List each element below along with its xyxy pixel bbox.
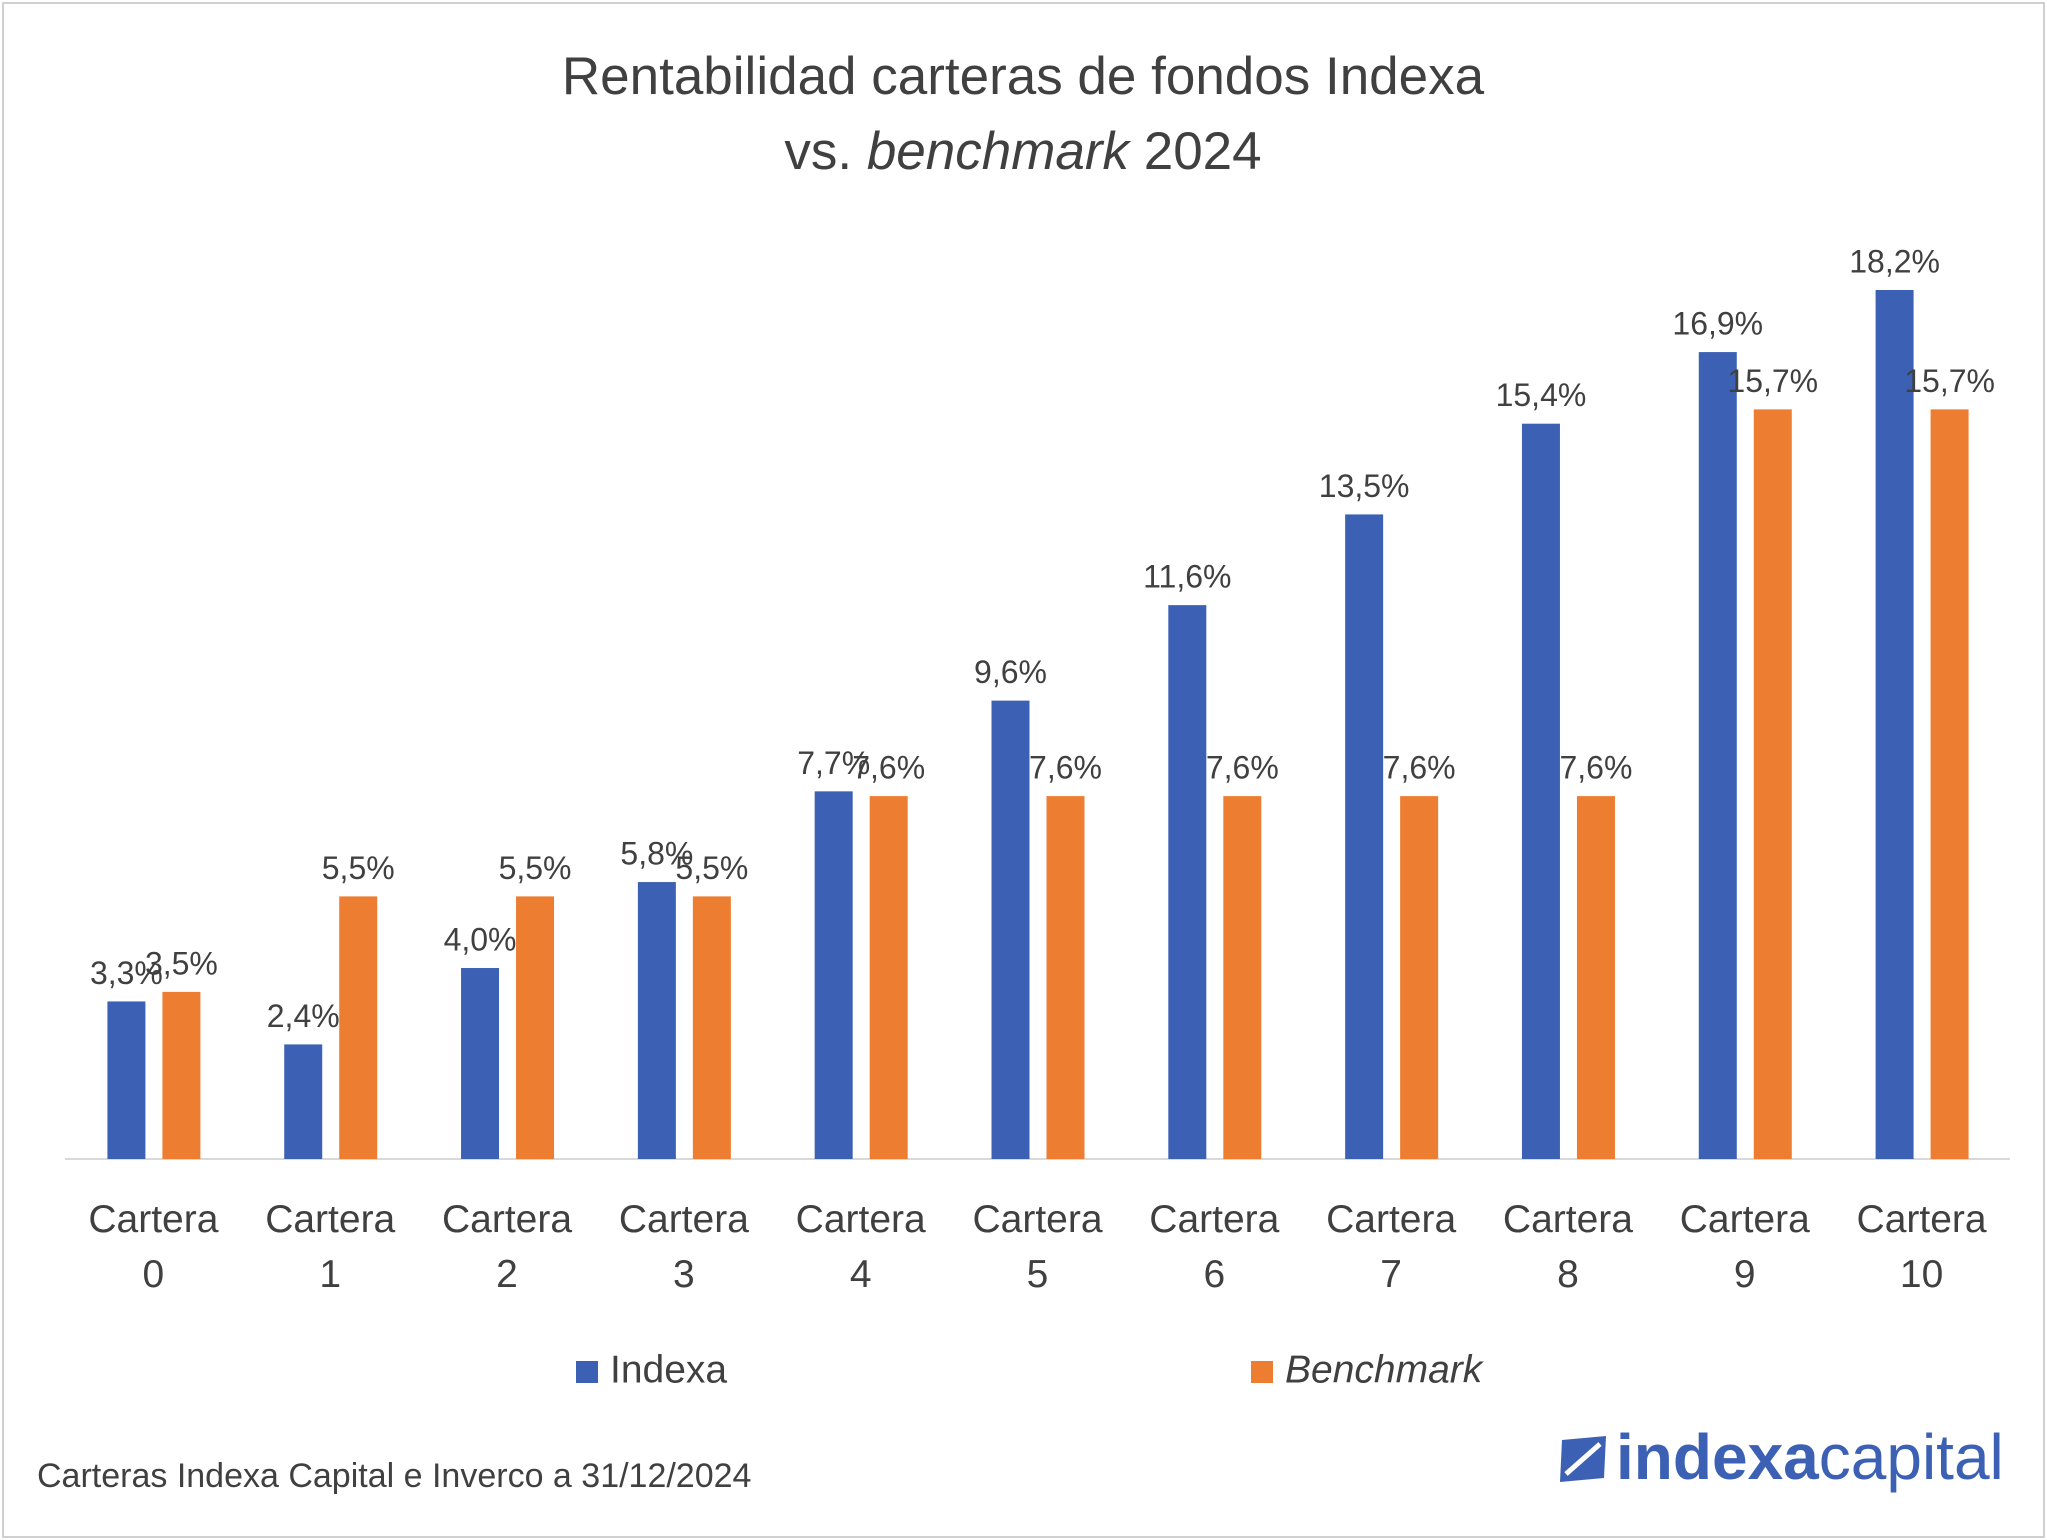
x-tick-label: Cartera 10 <box>1856 1198 1987 1296</box>
bar <box>1930 409 1969 1159</box>
bar <box>107 1001 146 1159</box>
logo-part: capital <box>1819 1421 2004 1493</box>
bar <box>1875 290 1914 1159</box>
logo: indexacapital <box>1560 1421 2004 1493</box>
data-label: 7,7% <box>797 745 870 781</box>
logo-text: indexacapital <box>1616 1421 2004 1493</box>
data-label: 7,6% <box>1383 750 1456 786</box>
data-label: 5,5% <box>499 850 572 886</box>
legend-swatch <box>576 1361 598 1383</box>
data-label: 7,6% <box>1029 750 1102 786</box>
bar <box>637 882 676 1159</box>
x-tick-label: Cartera 9 <box>1679 1198 1810 1296</box>
data-label: 5,8% <box>620 836 693 872</box>
bar <box>1576 796 1615 1159</box>
logo-icon <box>1564 1442 1602 1476</box>
x-tick-label: Cartera 7 <box>1326 1198 1457 1296</box>
data-label: 15,7% <box>1904 363 1995 399</box>
data-label: 7,6% <box>852 750 925 786</box>
legend-swatch <box>1251 1361 1273 1383</box>
bar <box>339 896 378 1159</box>
title-part: vs. <box>784 122 852 181</box>
data-label: 7,6% <box>1206 750 1279 786</box>
bar <box>1046 796 1085 1159</box>
data-label: 15,4% <box>1496 377 1587 413</box>
data-label: 3,3% <box>90 955 163 991</box>
x-tick-label: Cartera 3 <box>618 1198 749 1296</box>
data-label: 15,7% <box>1727 363 1818 399</box>
legend-label: Benchmark <box>1285 1348 1485 1391</box>
bar <box>991 700 1030 1159</box>
bar <box>1698 352 1737 1160</box>
bar <box>1223 796 1262 1159</box>
x-tick-label: Cartera 5 <box>972 1198 1103 1296</box>
data-label: 7,6% <box>1559 750 1632 786</box>
x-tick-label: Cartera 0 <box>88 1198 219 1296</box>
x-tick-label: Cartera 2 <box>442 1198 573 1296</box>
data-label: 16,9% <box>1672 306 1763 342</box>
data-label: 11,6% <box>1143 559 1231 595</box>
legend-label: Indexa <box>610 1348 727 1391</box>
data-label: 4,0% <box>444 921 517 957</box>
data-label: 18,2% <box>1849 243 1940 279</box>
data-label: 13,5% <box>1319 468 1410 504</box>
x-tick-label: Cartera 6 <box>1149 1198 1280 1296</box>
source-note: Carteras Indexa Capital e Inverco a 31/1… <box>37 1457 751 1495</box>
data-label: 2,4% <box>267 998 340 1034</box>
x-tick-label: Cartera 4 <box>795 1198 926 1296</box>
logo-part: indexa <box>1616 1421 1819 1493</box>
x-tick-label: Cartera 1 <box>265 1198 396 1296</box>
bar <box>692 896 731 1159</box>
data-label: 9,6% <box>974 654 1047 690</box>
bar <box>1753 409 1792 1159</box>
data-label: 5,5% <box>675 850 748 886</box>
data-label: 5,5% <box>322 850 395 886</box>
bar <box>461 968 500 1159</box>
chart-title: Rentabilidad carteras de fondos Indexa <box>562 47 1485 106</box>
bar <box>516 896 555 1159</box>
x-tick-label: Cartera 8 <box>1502 1198 1633 1296</box>
bar <box>1168 605 1207 1159</box>
data-label: 3,5% <box>145 945 218 981</box>
title-part: benchmark <box>867 122 1132 181</box>
title-part: 2024 <box>1144 122 1262 181</box>
bar <box>1400 796 1439 1159</box>
chart-title: vs. benchmark 2024 <box>784 122 1261 181</box>
bar <box>284 1044 323 1159</box>
bar <box>1345 514 1384 1159</box>
bar <box>162 991 201 1159</box>
bar <box>814 791 853 1159</box>
bar <box>869 796 908 1159</box>
bar <box>1521 423 1560 1159</box>
